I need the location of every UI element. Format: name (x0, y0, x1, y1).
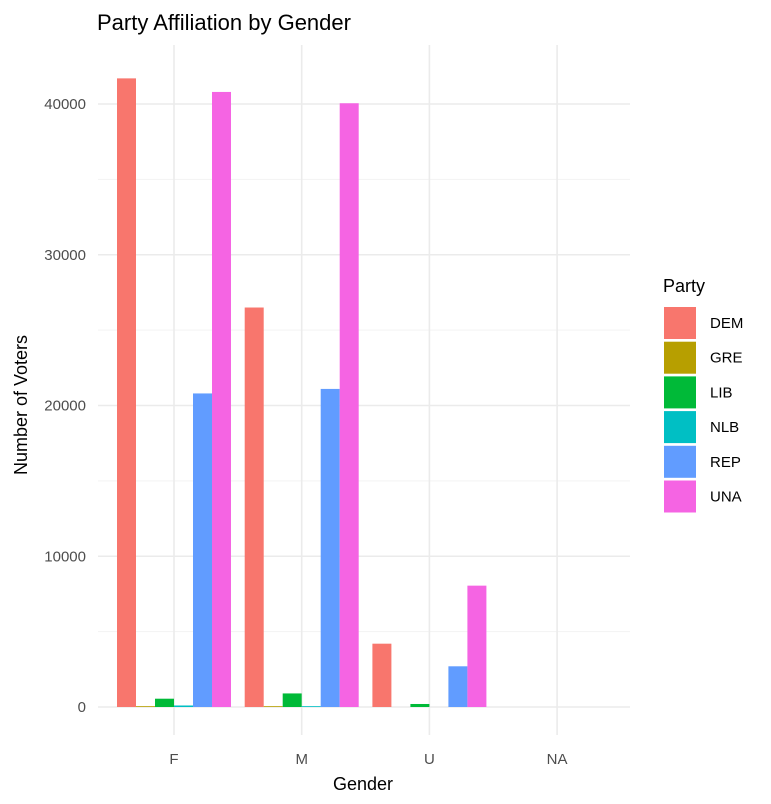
x-tick-label: U (424, 751, 435, 768)
y-tick-label: 20000 (44, 398, 86, 415)
legend-title: Party (663, 276, 705, 296)
legend-key-gre (664, 341, 696, 374)
bar-lib-m (282, 693, 302, 707)
bar-gre-m (263, 706, 283, 707)
x-tick-label: M (295, 751, 308, 768)
bar-dem-m (244, 307, 264, 707)
legend-label-dem: DEM (710, 315, 743, 332)
chart-title: Party Affiliation by Gender (97, 10, 351, 35)
grid (98, 45, 630, 735)
legend-label-lib: LIB (710, 384, 733, 401)
y-tick-label: 10000 (44, 548, 86, 565)
y-tick-label: 30000 (44, 247, 86, 264)
bar-dem-u (372, 643, 392, 707)
bar-gre-f (136, 706, 155, 707)
legend-label-una: UNA (710, 489, 742, 506)
legend-key-nlb (664, 411, 696, 444)
legend-label-gre: GRE (710, 350, 743, 367)
legend: Party DEM GRE LIB NLB REP UNA (663, 276, 743, 513)
bar-rep-u (448, 666, 468, 707)
y-tick-label: 40000 (44, 96, 86, 113)
bar-nlb-f (174, 705, 193, 707)
bar-una-m (339, 103, 359, 708)
tick-labels: 0 10000 20000 30000 40000 F M U NA (44, 96, 567, 768)
x-axis-title: Gender (333, 774, 393, 794)
y-axis-title: Number of Voters (11, 335, 31, 475)
bar-lib-f (155, 698, 174, 707)
legend-key-una (664, 480, 696, 513)
legend-key-dem (664, 307, 696, 339)
bars (117, 78, 487, 708)
x-tick-label: F (169, 751, 178, 768)
bar-una-f (212, 91, 231, 707)
bar-rep-m (320, 388, 340, 707)
legend-key-rep (664, 445, 696, 478)
bar-dem-f (117, 78, 136, 707)
bar-una-u (467, 585, 487, 707)
legend-key-lib (664, 376, 696, 409)
legend-label-rep: REP (710, 454, 741, 471)
x-tick-label: NA (547, 751, 568, 768)
y-tick-label: 0 (78, 699, 86, 716)
bar-rep-f (193, 393, 212, 707)
bar-nlb-m (301, 706, 321, 707)
legend-label-nlb: NLB (710, 419, 739, 436)
bar-lib-u (410, 703, 430, 707)
